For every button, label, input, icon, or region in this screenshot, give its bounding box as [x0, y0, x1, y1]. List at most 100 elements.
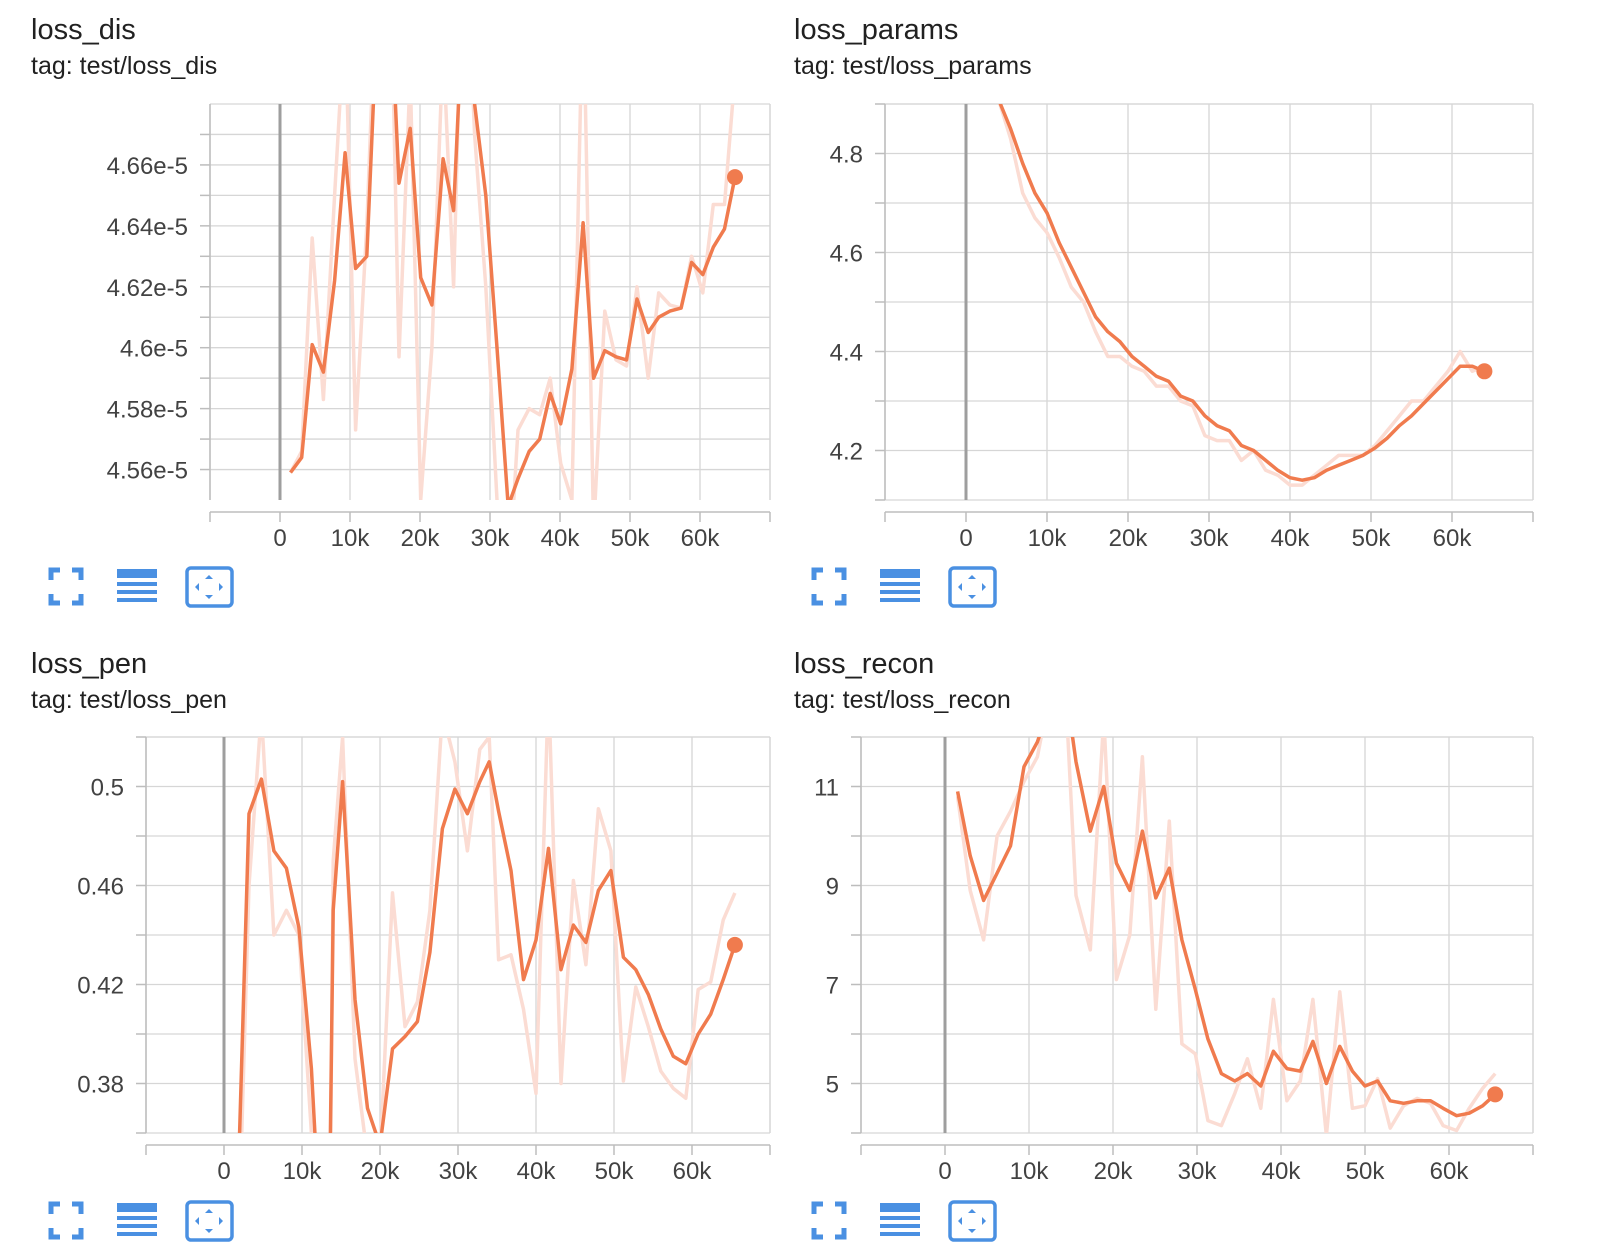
series-line-raw: [240, 737, 737, 1133]
x-tick-label: 30k: [471, 525, 511, 552]
y-tick-label: 0.38: [77, 1072, 124, 1099]
toggle-data-table-icon: [880, 569, 920, 602]
x-tick-label: 20k: [1109, 525, 1149, 552]
fit-domain-button[interactable]: [185, 566, 235, 615]
x-tick-label: 0: [959, 525, 972, 552]
y-tick-label: 4.58e-5: [107, 397, 188, 424]
x-tick-label: 50k: [611, 525, 651, 552]
fit-domain-button[interactable]: [948, 566, 998, 615]
chart-title: loss_dis: [31, 14, 136, 46]
fullscreen-icon: [48, 567, 84, 606]
fit-domain-button[interactable]: [948, 1200, 998, 1249]
x-tick-label: 30k: [1190, 525, 1230, 552]
x-tick-label: 60k: [673, 1158, 713, 1185]
chart-tag: tag: test/loss_dis: [31, 52, 218, 80]
x-tick-label: 20k: [1094, 1158, 1134, 1185]
x-tick-label: 30k: [1178, 1158, 1218, 1185]
y-tick-label: 4.64e-5: [107, 214, 188, 241]
x-tick-label: 40k: [1262, 1158, 1302, 1185]
toggle-data-table-icon: [880, 1203, 920, 1236]
chart-tag: tag: test/loss_params: [794, 52, 1032, 80]
fullscreen-button[interactable]: [811, 566, 861, 615]
toggle-data-table-icon: [117, 569, 157, 602]
fit-domain-icon: [948, 1200, 997, 1242]
x-tick-label: 10k: [331, 525, 371, 552]
toggle-data-table-icon: [117, 1203, 157, 1236]
x-tick-label: 60k: [1433, 525, 1473, 552]
chart-plot: 0.38 0.42 0.46 0.5 0 10k 20k 30k 40k 50k 60k: [77, 736, 771, 1185]
chart-panel-loss-params: loss_params tag: test/loss_params 4.2 4.4…: [763, 0, 1543, 618]
grid: [884, 103, 1534, 501]
x-tick-label: 50k: [595, 1158, 635, 1185]
x-tick-label: 40k: [517, 1158, 557, 1185]
x-tick-label: 10k: [1028, 525, 1068, 552]
x-tick-label: 60k: [1430, 1158, 1470, 1185]
last-point-marker[interactable]: [727, 169, 743, 186]
y-tick-label: 4.62e-5: [107, 275, 188, 302]
series-line-raw: [288, 104, 735, 500]
chart-title: loss_recon: [794, 648, 935, 680]
fullscreen-button[interactable]: [48, 566, 98, 615]
grid: [860, 736, 1534, 1134]
y-tick-label: 4.8: [830, 142, 863, 169]
fit-domain-icon: [185, 1200, 234, 1242]
y-tick-label: 5: [826, 1072, 839, 1099]
x-tick-label: 20k: [401, 525, 441, 552]
y-tick-label: 9: [826, 874, 839, 901]
fit-domain-icon: [948, 566, 997, 608]
x-tick-label: 50k: [1352, 525, 1392, 552]
x-tick-label: 10k: [283, 1158, 323, 1185]
fullscreen-icon: [811, 1201, 847, 1240]
grid: [209, 103, 771, 500]
fit-domain-icon: [185, 566, 234, 608]
fullscreen-button[interactable]: [48, 1200, 98, 1249]
x-tick-label: 40k: [1271, 525, 1311, 552]
last-point-marker[interactable]: [1487, 1086, 1504, 1103]
series-line-raw: [998, 104, 1486, 487]
fullscreen-icon: [48, 1201, 84, 1240]
x-tick-label: 40k: [541, 525, 581, 552]
x-tick-label: 10k: [1010, 1158, 1050, 1185]
last-point-marker[interactable]: [726, 936, 743, 953]
y-tick-label: 0.42: [77, 973, 124, 1000]
toggle-data-button[interactable]: [116, 566, 166, 615]
chart-title: loss_params: [794, 14, 959, 46]
chart-tag: tag: test/loss_recon: [794, 686, 1011, 714]
x-tick-label: 0: [938, 1158, 951, 1185]
series-line-smoothed: [289, 104, 737, 500]
chart-panel-loss-dis: loss_dis tag: test/loss_dis 4.56e-5 4.58e…: [0, 0, 780, 618]
chart-title: loss_pen: [31, 648, 148, 680]
chart-plot: 4.56e-5 4.58e-5 4.6e-5 4.62e-5 4.64e-5 4.66e-…: [107, 103, 771, 552]
fullscreen-icon: [811, 567, 847, 606]
y-tick-label: 7: [826, 973, 839, 1000]
chart-plot: 4.2 4.4 4.6 4.8 0 10k 20k 30k 40k 50k 60k: [830, 103, 1534, 552]
chart-panel-loss-pen: loss_pen tag: test/loss_pen 0.38 0.42 0.46…: [0, 634, 780, 1252]
chart-plot: 5 7 9 11 0 10k 20k 30k 40k 50k 60k: [814, 736, 1534, 1185]
chart-panel-loss-recon: loss_recon tag: test/loss_recon 5 7 9 11 0 10…: [763, 634, 1543, 1252]
x-tick-label: 0: [217, 1158, 230, 1185]
x-tick-label: 60k: [681, 525, 721, 552]
toggle-data-button[interactable]: [116, 1200, 166, 1249]
x-tick-label: 50k: [1346, 1158, 1386, 1185]
y-tick-label: 4.66e-5: [107, 153, 188, 180]
x-tick-label: 30k: [439, 1158, 479, 1185]
fullscreen-button[interactable]: [811, 1200, 861, 1249]
x-tick-label: 0: [273, 525, 286, 552]
y-tick-label: 4.4: [830, 340, 863, 367]
fit-domain-button[interactable]: [185, 1200, 235, 1249]
toggle-data-button[interactable]: [879, 1200, 929, 1249]
y-tick-label: 4.2: [830, 439, 863, 466]
series-line-smoothed: [237, 760, 737, 1133]
chart-tag: tag: test/loss_pen: [31, 686, 227, 714]
series-line-smoothed: [998, 104, 1486, 482]
y-tick-label: 4.6: [830, 241, 863, 268]
toggle-data-button[interactable]: [879, 566, 929, 615]
series-line-smoothed: [955, 737, 1497, 1118]
last-point-marker[interactable]: [1476, 363, 1493, 380]
y-tick-label: 4.56e-5: [107, 458, 188, 485]
y-tick-label: 0.46: [77, 874, 124, 901]
y-tick-label: 4.6e-5: [120, 336, 188, 363]
y-tick-label: 0.5: [91, 775, 124, 802]
y-tick-label: 11: [814, 775, 839, 802]
x-tick-label: 20k: [361, 1158, 401, 1185]
